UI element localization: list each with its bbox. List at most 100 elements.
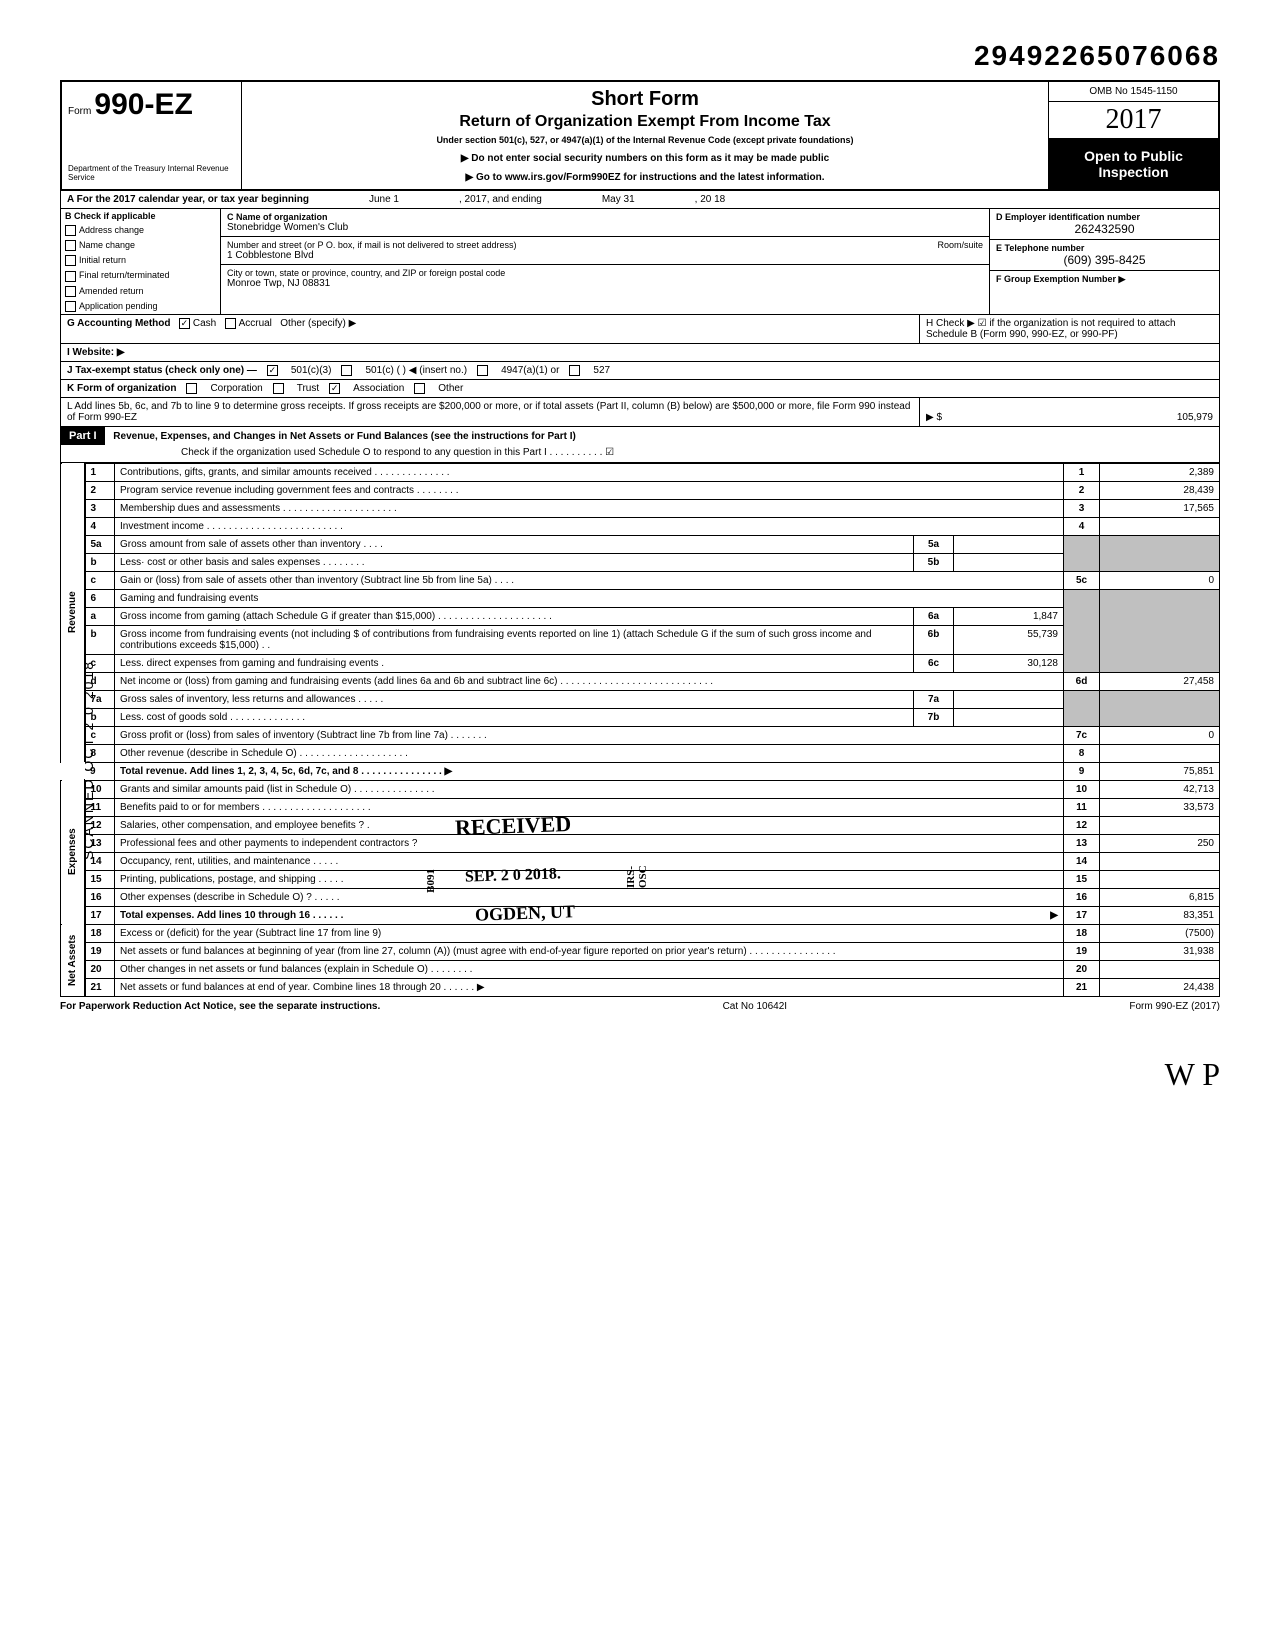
row-a-label: A For the 2017 calendar year, or tax yea…: [67, 194, 309, 205]
tax-year-end: May 31: [602, 194, 635, 205]
line6b-desc: Gross income from fundraising events (no…: [115, 625, 914, 654]
org-name: Stonebridge Women's Club: [227, 222, 983, 233]
g-accrual: Accrual: [239, 318, 272, 329]
l-arrow: ▶ $: [926, 412, 942, 423]
h-label: H Check ▶ ☑ if the organization is not r…: [919, 315, 1219, 343]
line5b-desc: Less· cost or other basis and sales expe…: [115, 553, 914, 571]
g-cash: Cash: [193, 318, 216, 329]
line17-v: 83,351: [1100, 906, 1220, 924]
line1-desc: Contributions, gifts, grants, and simila…: [115, 463, 1064, 481]
line18-desc: Excess or (deficit) for the year (Subtra…: [115, 924, 1064, 942]
line9-v: 75,851: [1100, 762, 1220, 780]
line3-v: 17,565: [1100, 499, 1220, 517]
e-label: E Telephone number: [996, 243, 1213, 253]
open-to-public: Open to Public Inspection: [1049, 139, 1218, 189]
part1-header: Part I Revenue, Expenses, and Changes in…: [60, 427, 1220, 463]
tax-year-yr: , 20 18: [695, 194, 726, 205]
line7c-desc: Gross profit or (loss) from sales of inv…: [115, 726, 1064, 744]
line6c-desc: Less. direct expenses from gaming and fu…: [115, 654, 914, 672]
omb-number: OMB No 1545-1150: [1049, 82, 1218, 102]
k-corp: Corporation: [210, 383, 262, 394]
side-revenue: Revenue: [61, 463, 85, 762]
part1-sub: Check if the organization used Schedule …: [61, 445, 1219, 462]
form-under: Under section 501(c), 527, or 4947(a)(1)…: [252, 135, 1038, 145]
note-ssn: ▶ Do not enter social security numbers o…: [252, 153, 1038, 164]
chk-initial: Initial return: [61, 253, 220, 268]
chk-amended: Amended return: [61, 284, 220, 299]
part1-tag: Part I: [61, 427, 105, 445]
side-netassets: Net Assets: [61, 924, 85, 996]
i-label: I Website: ▶: [67, 347, 125, 358]
chk-name: Name change: [61, 238, 220, 253]
l-value: 105,979: [1177, 412, 1213, 423]
org-city: Monroe Twp, NJ 08831: [227, 278, 983, 289]
line6-desc: Gaming and fundraising events: [115, 589, 1064, 607]
line19-desc: Net assets or fund balances at beginning…: [115, 942, 1064, 960]
line19-v: 31,938: [1100, 942, 1220, 960]
j-501c: 501(c) ( ) ◀ (insert no.): [365, 365, 467, 376]
addr-label: Number and street (or P O. box, if mail …: [227, 240, 516, 250]
org-info-grid: B Check if applicable Address change Nam…: [60, 209, 1220, 315]
k-other: Other: [438, 383, 463, 394]
tax-year-begin: June 1: [369, 194, 399, 205]
row-l: L Add lines 5b, 6c, and 7b to line 9 to …: [60, 398, 1220, 427]
side-expenses: Expenses: [61, 780, 85, 924]
line17-desc-cell: Total expenses. Add lines 10 through 16 …: [115, 906, 1064, 924]
k-trust: Trust: [297, 383, 319, 394]
line5c-v: 0: [1100, 571, 1220, 589]
line2-desc: Program service revenue including govern…: [115, 481, 1064, 499]
line10-desc: Grants and similar amounts paid (list in…: [115, 780, 1064, 798]
line11-desc: Benefits paid to or for members . . . . …: [115, 798, 1064, 816]
room-label: Room/suite: [937, 240, 983, 250]
line21-desc: Net assets or fund balances at end of ye…: [115, 978, 1064, 996]
line6d-v: 27,458: [1100, 672, 1220, 690]
line6a-v: 1,847: [954, 607, 1064, 625]
row-g-h: G Accounting Method ✓Cash Accrual Other …: [60, 315, 1220, 344]
chk-pending: Application pending: [61, 299, 220, 314]
line4-desc: Investment income . . . . . . . . . . . …: [115, 517, 1064, 535]
tax-year: 2017: [1049, 102, 1218, 139]
c-label: C Name of organization: [227, 212, 983, 222]
part1-title: Revenue, Expenses, and Changes in Net As…: [107, 428, 582, 445]
line5a-desc: Gross amount from sale of assets other t…: [115, 535, 914, 553]
chk-final: Final return/terminated: [61, 268, 220, 283]
line17-desc: Total expenses. Add lines 10 through 16 …: [120, 910, 343, 921]
line4-v: [1100, 517, 1220, 535]
f-label: F Group Exemption Number ▶: [996, 274, 1213, 285]
form-header: Form 990-EZ Department of the Treasury I…: [60, 80, 1220, 191]
row-k: K Form of organization Corporation Trust…: [60, 380, 1220, 398]
line12-desc: Salaries, other compensation, and employ…: [120, 820, 370, 831]
j-4947: 4947(a)(1) or: [501, 365, 559, 376]
line1-v: 2,389: [1100, 463, 1220, 481]
line20-desc: Other changes in net assets or fund bala…: [115, 960, 1064, 978]
ein: 262432590: [996, 222, 1213, 236]
footer-left: For Paperwork Reduction Act Notice, see …: [60, 1001, 380, 1012]
line7b-desc: Less. cost of goods sold . . . . . . . .…: [115, 708, 914, 726]
line8-desc: Other revenue (describe in Schedule O) .…: [115, 744, 1064, 762]
line3-desc: Membership dues and assessments . . . . …: [115, 499, 1064, 517]
check-b-label: B Check if applicable: [61, 209, 220, 223]
k-label: K Form of organization: [67, 383, 176, 394]
row-a-mid: , 2017, and ending: [459, 194, 542, 205]
j-501c3: 501(c)(3): [291, 365, 332, 376]
line6c-v: 30,128: [954, 654, 1064, 672]
j-label: J Tax-exempt status (check only one) —: [67, 365, 257, 376]
d-label: D Employer identification number: [996, 212, 1213, 222]
line21-v: 24,438: [1100, 978, 1220, 996]
line14-desc: Occupancy, rent, utilities, and maintena…: [115, 852, 1064, 870]
document-number: 29492265076068: [60, 40, 1220, 72]
line7c-v: 0: [1100, 726, 1220, 744]
line18-v: (7500): [1100, 924, 1220, 942]
line6b-v: 55,739: [954, 625, 1064, 654]
row-i: I Website: ▶: [60, 344, 1220, 362]
row-j: J Tax-exempt status (check only one) — ✓…: [60, 362, 1220, 380]
line13-desc: Professional fees and other payments to …: [115, 834, 1064, 852]
phone: (609) 395-8425: [996, 253, 1213, 267]
j-527: 527: [593, 365, 610, 376]
form-number: 990-EZ: [94, 88, 192, 121]
row-a-tax-year: A For the 2017 calendar year, or tax yea…: [60, 191, 1220, 209]
line9-desc: Total revenue. Add lines 1, 2, 3, 4, 5c,…: [115, 762, 1064, 780]
line6d-desc: Net income or (loss) from gaming and fun…: [115, 672, 1064, 690]
g-other: Other (specify) ▶: [280, 318, 356, 329]
line5c-desc: Gain or (loss) from sale of assets other…: [115, 571, 1064, 589]
